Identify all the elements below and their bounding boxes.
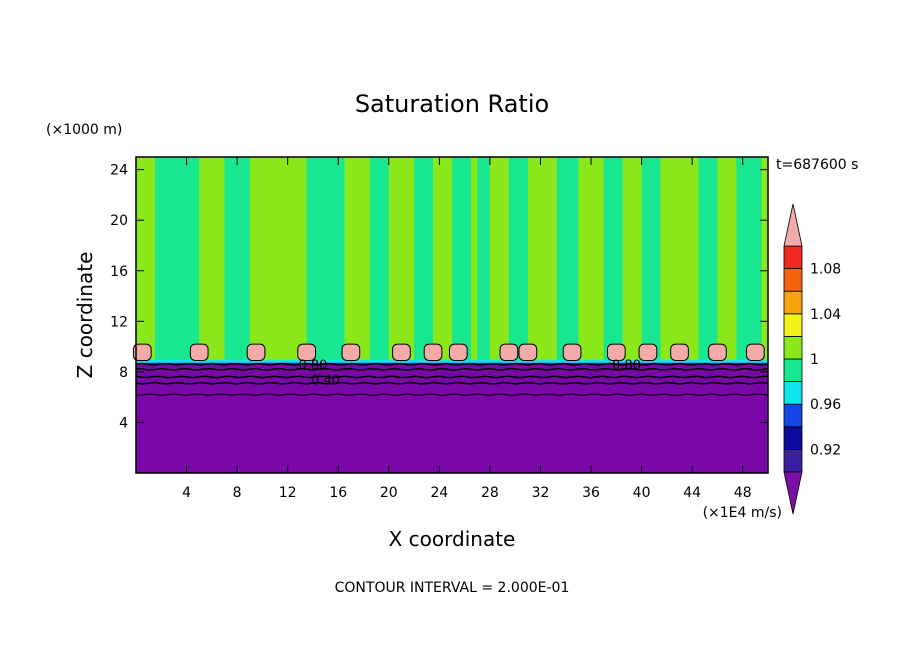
cloud-patch [746, 343, 765, 362]
cloud-patch [423, 343, 443, 362]
x-tick-label: 40 [633, 485, 651, 501]
cloud-patch [448, 343, 468, 362]
cloud-patch [562, 343, 582, 362]
cloud-patch [392, 343, 411, 362]
x-tick-label: 24 [430, 485, 448, 501]
colorbar-level-label: 1.08 [810, 262, 841, 278]
moist-column [224, 157, 250, 362]
y-unit-label: (×1000 m) [46, 122, 122, 138]
y-axis-label: Z coordinate [73, 252, 97, 379]
x-tick-label: 44 [683, 485, 701, 501]
x-tick-label: 16 [329, 485, 347, 501]
colorbar-band [783, 426, 803, 450]
contour-labels: 0.800.400.80 [298, 358, 640, 388]
contour-label: 0.40 [311, 373, 340, 388]
x-tick-label: 8 [233, 485, 242, 501]
moist-column [452, 157, 471, 362]
colorbar-band [783, 403, 803, 428]
cloud-patch [518, 343, 538, 362]
y-tick-label: 8 [119, 365, 128, 381]
contour-interval-footer: CONTOUR INTERVAL = 2.000E-01 [335, 580, 570, 596]
x-tick-label: 20 [380, 485, 398, 501]
colorbar-band [783, 313, 803, 337]
colorbar: 0.92 0.96 1 1.04 1.08 [783, 203, 841, 515]
cloud-patch [189, 343, 209, 362]
cloud-patch [341, 343, 361, 362]
subsaturated-region [136, 361, 768, 473]
moist-column [641, 157, 661, 362]
cloud-patch [670, 343, 689, 362]
cloud-patch [638, 343, 658, 362]
colorbar-band [783, 448, 803, 473]
plot-area: 0.800.400.80 [132, 156, 769, 474]
cloud-patch [246, 343, 266, 362]
colorbar-level-label: 0.92 [810, 442, 841, 458]
colorbar-level-label: 1.04 [810, 307, 841, 323]
moist-column [698, 157, 718, 362]
colorbar-level-label: 0.96 [810, 397, 841, 413]
x-axis-label: X coordinate [389, 527, 516, 551]
cloud-patch [132, 343, 152, 362]
x-unit-label: (×1E4 m/s) [703, 505, 782, 521]
cloud-patch [297, 343, 316, 362]
moist-column [508, 157, 528, 362]
time-label: t=687600 s [776, 157, 858, 173]
moist-column [306, 157, 345, 362]
x-axis-ticks: 4 8 12 16 20 24 28 32 36 40 44 48 [182, 157, 752, 501]
chart-title: Saturation Ratio [355, 90, 549, 118]
y-axis-ticks: 4 8 12 16 20 24 [110, 163, 768, 431]
x-tick-label: 12 [279, 485, 297, 501]
moist-column [556, 157, 579, 362]
moist-column [414, 157, 434, 362]
x-tick-label: 48 [734, 485, 752, 501]
x-tick-label: 4 [182, 485, 191, 501]
moist-column [369, 157, 389, 362]
contour-lines [135, 362, 769, 396]
contour-line [135, 393, 769, 396]
contour-label: 0.80 [612, 358, 641, 373]
moist-column [154, 157, 200, 362]
colorbar-band [783, 290, 803, 315]
colorbar-band [783, 335, 803, 360]
colorbar-band [783, 245, 803, 270]
cloud-patch [606, 343, 626, 362]
contour-line [135, 367, 769, 371]
x-tick-label: 36 [582, 485, 600, 501]
moist-column [603, 157, 623, 362]
colorbar-band [783, 381, 803, 405]
x-tick-label: 32 [532, 485, 550, 501]
colorbar-band [783, 268, 803, 292]
y-tick-label: 20 [110, 213, 128, 229]
y-tick-label: 16 [110, 264, 128, 280]
plot-frame [135, 156, 769, 474]
y-tick-label: 12 [110, 314, 128, 330]
colorbar-level-label: 1 [810, 352, 819, 368]
colorbar-under-arrow [783, 471, 803, 515]
transition-layer [136, 359, 768, 363]
y-tick-label: 4 [119, 415, 128, 431]
cloud-patch [499, 343, 519, 362]
moist-column [736, 157, 762, 362]
y-tick-label: 24 [110, 163, 128, 179]
saturation-field [132, 157, 768, 473]
moist-column [477, 157, 490, 362]
colorbar-over-arrow [783, 203, 803, 247]
cloud-patch [708, 343, 727, 362]
contour-line [135, 381, 769, 385]
colorbar-band [783, 358, 803, 383]
x-tick-label: 28 [481, 485, 499, 501]
contour-line [135, 362, 769, 366]
contour-line [135, 375, 769, 379]
contour-label: 0.80 [298, 358, 327, 373]
